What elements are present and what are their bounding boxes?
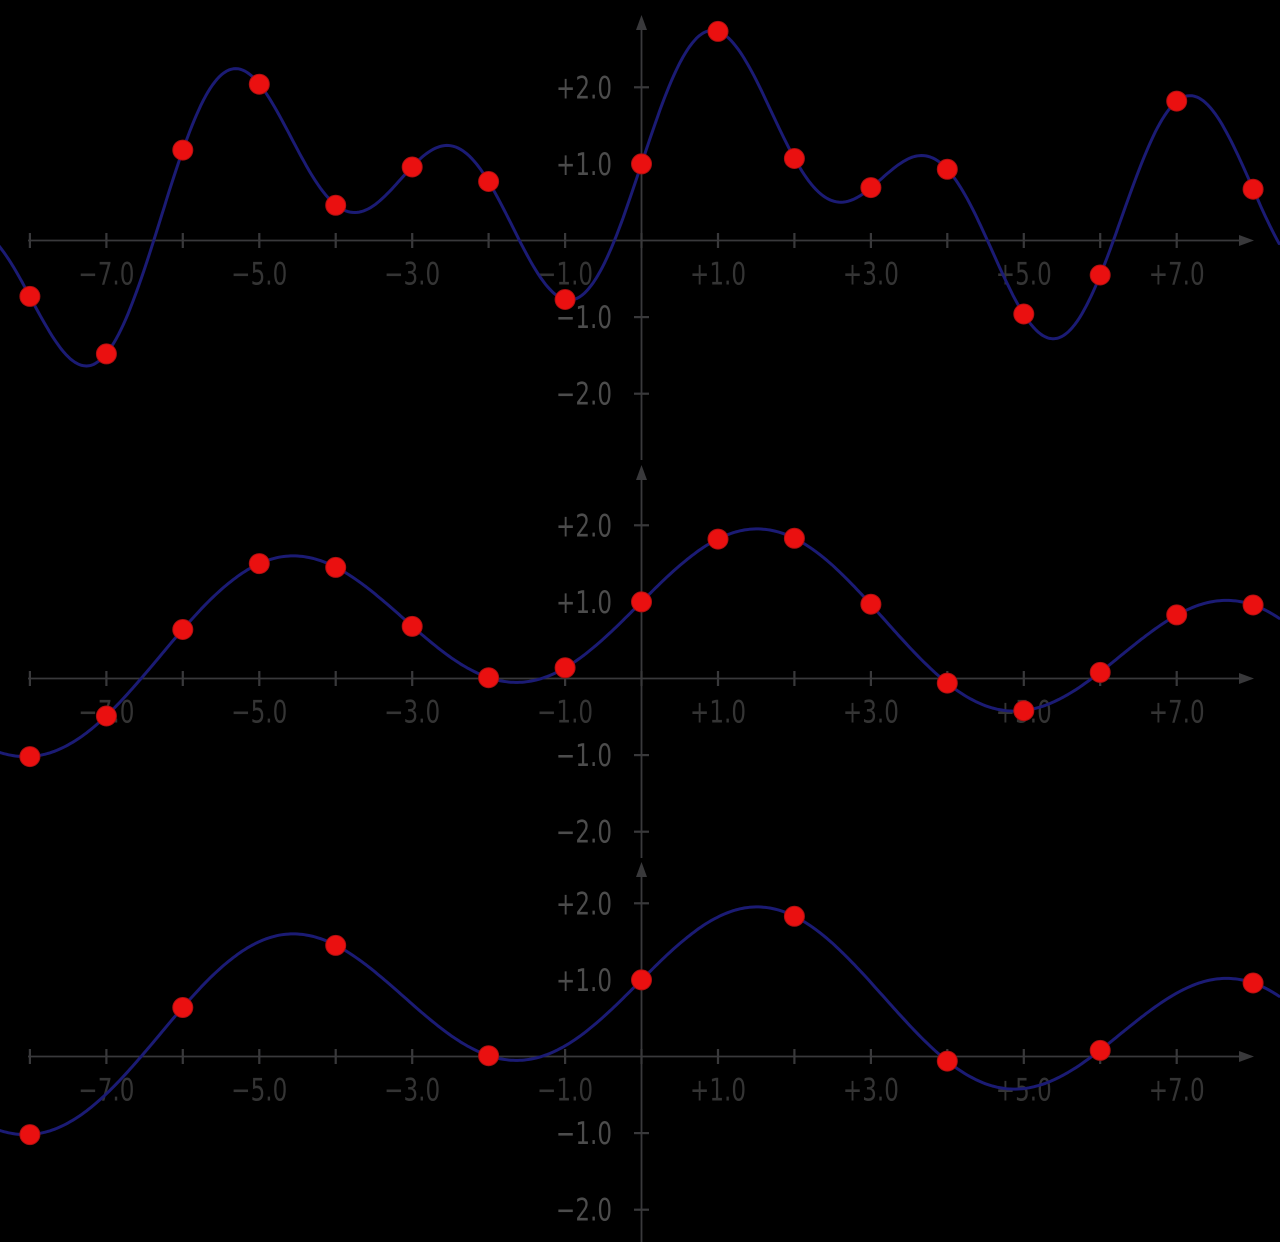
y-tick-label: −2.0	[556, 377, 612, 413]
x-tick-label: −1.0	[537, 257, 593, 293]
y-tick-label: −1.0	[556, 738, 612, 774]
sample-point	[1013, 303, 1035, 325]
x-tick-label: −5.0	[231, 695, 287, 731]
sample-point	[631, 591, 652, 613]
x-tick-label: +7.0	[1149, 695, 1205, 731]
signal-curve	[0, 527, 1280, 759]
x-tick-label: +3.0	[843, 257, 899, 293]
sample-point	[1242, 178, 1264, 200]
y-axis-arrow	[636, 465, 647, 480]
sample-point	[401, 615, 423, 637]
y-tick-label: +2.0	[556, 70, 612, 106]
sample-point	[1242, 594, 1264, 616]
sample-point	[478, 171, 500, 192]
y-axis-arrow	[636, 862, 647, 877]
x-tick-label: +5.0	[996, 1073, 1052, 1109]
sample-point	[19, 1124, 41, 1146]
sample-point	[783, 527, 805, 549]
sample-point	[1242, 972, 1264, 994]
sample-point	[554, 289, 576, 310]
x-tick-label: −1.0	[537, 1073, 593, 1109]
sample-point	[631, 153, 652, 175]
plot-2: −7.0−5.0−3.0−1.0+1.0+3.0+5.0+7.0+2.0+1.0…	[0, 465, 1280, 858]
sample-point	[172, 619, 194, 640]
sample-point	[860, 593, 882, 615]
x-axis-arrow	[1239, 235, 1254, 246]
x-axis-arrow	[1239, 1051, 1254, 1062]
sample-point	[325, 556, 347, 578]
x-tick-label: −3.0	[384, 1073, 440, 1109]
sample-point	[19, 285, 41, 307]
x-tick-label: −1.0	[537, 695, 593, 731]
sample-point	[1089, 1039, 1111, 1061]
sample-point	[707, 20, 729, 42]
plot-3: −7.0 −5.0 −3.0 −1.0 +1.0 +3.0 +5.0 +7.0 +2.0 +1.0…	[0, 862, 1280, 1242]
sample-point	[783, 148, 805, 169]
sample-point	[1166, 90, 1188, 112]
sample-point	[707, 528, 729, 550]
sample-point	[936, 1050, 958, 1072]
y-tick-label: +1.0	[556, 147, 612, 183]
sample-point	[1013, 700, 1035, 722]
sample-point	[936, 158, 958, 180]
x-tick-label: +7.0	[1149, 1073, 1205, 1109]
sample-point	[1166, 604, 1188, 626]
x-tick-label: +7.0	[1149, 257, 1205, 293]
sample-point	[172, 139, 194, 161]
x-tick-label: +1.0	[690, 257, 746, 293]
sample-point	[325, 194, 347, 216]
signal-curve	[0, 28, 1280, 368]
sample-point	[554, 657, 576, 679]
x-tick-label: −5.0	[231, 257, 287, 293]
sample-point	[783, 905, 805, 927]
x-tick-label: +1.0	[690, 695, 746, 731]
sample-point	[478, 1045, 500, 1067]
y-tick-label: −1.0	[556, 1116, 612, 1152]
x-tick-label: +1.0	[690, 1073, 746, 1109]
x-tick-label: +3.0	[843, 1073, 899, 1109]
sample-point	[248, 73, 270, 95]
sample-point	[631, 969, 652, 991]
x-tick-label: −5.0	[231, 1073, 287, 1109]
y-tick-label: +1.0	[556, 963, 612, 999]
signal-curve	[0, 905, 1280, 1137]
sample-point	[19, 746, 41, 768]
x-tick-label: −3.0	[384, 695, 440, 731]
y-tick-label: −2.0	[556, 815, 612, 851]
sample-point	[860, 177, 882, 199]
sample-point	[95, 705, 117, 727]
y-tick-label: +2.0	[556, 886, 612, 922]
sample-point	[172, 997, 194, 1018]
x-tick-label: +3.0	[843, 695, 899, 731]
sample-point	[248, 553, 270, 575]
x-axis-arrow	[1239, 673, 1254, 684]
plot-1: −7.0 −5.0 −3.0 −1.0 +1.0 +3.0 +5.0 +7.0 +2.0 +1.0…	[0, 15, 1280, 460]
sample-point	[936, 672, 958, 694]
sample-point	[325, 934, 347, 956]
sample-point	[478, 667, 500, 689]
y-tick-label: −2.0	[556, 1193, 612, 1229]
y-tick-label: +2.0	[556, 508, 612, 544]
sample-point	[1089, 264, 1111, 286]
sample-point	[1089, 661, 1111, 683]
sample-point	[95, 343, 117, 365]
y-tick-label: +1.0	[556, 585, 612, 621]
x-tick-label: −3.0	[384, 257, 440, 293]
y-axis-arrow	[636, 15, 647, 30]
sample-point	[401, 156, 423, 178]
x-tick-label: −7.0	[78, 257, 134, 293]
x-tick-label: −7.0	[78, 1073, 134, 1109]
x-tick-label: +5.0	[996, 257, 1052, 293]
